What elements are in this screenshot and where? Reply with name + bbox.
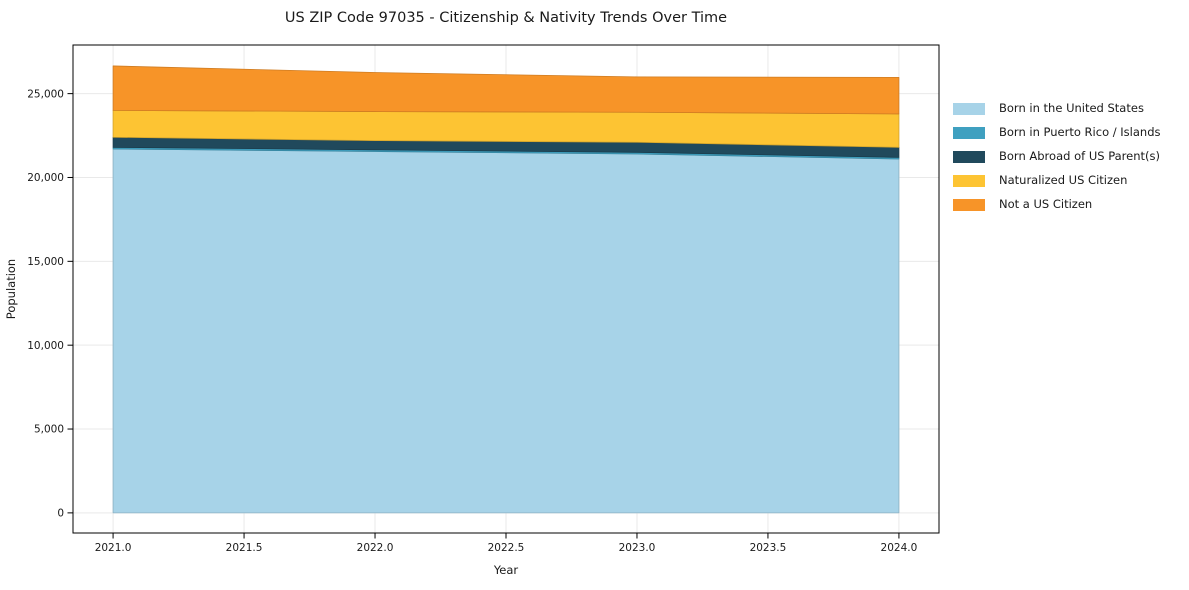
x-tick-label: 2021.5 (226, 542, 263, 554)
x-tick-label: 2023.5 (750, 542, 787, 554)
y-tick-label: 20,000 (27, 172, 64, 184)
legend-swatch (953, 126, 985, 139)
legend: Born in the United States Born in Puerto … (953, 101, 1161, 212)
legend-row: Born in the United States (953, 101, 1161, 116)
area-born-in-the-united-states (112, 148, 900, 514)
tick-layer: 2021.0 2021.5 2022.0 2022.5 2023.0 2023.5 2024… (27, 88, 917, 554)
y-tick-label: 5,000 (34, 424, 64, 436)
x-tick-label: 2021.0 (95, 542, 132, 554)
y-axis-label: Population (4, 259, 18, 319)
y-tick-label: 10,000 (27, 340, 64, 352)
legend-row: Not a US Citizen (953, 197, 1161, 212)
chart-title: US ZIP Code 97035 - Citizenship & Nativi… (285, 10, 727, 26)
legend-row: Born in Puerto Rico / Islands (953, 125, 1161, 140)
legend-swatch (953, 174, 985, 187)
x-tick-label: 2024.0 (881, 542, 918, 554)
legend-label: Born in the United States (999, 101, 1144, 115)
y-tick-label: 0 (57, 508, 64, 520)
legend-swatch (953, 198, 985, 211)
legend-label: Naturalized US Citizen (999, 173, 1128, 187)
legend-label: Not a US Citizen (999, 197, 1093, 211)
x-tick-label: 2023.0 (619, 542, 656, 554)
legend-label: Born Abroad of US Parent(s) (999, 149, 1160, 163)
legend-label: Born in Puerto Rico / Islands (999, 125, 1161, 139)
x-axis-label: Year (493, 563, 519, 577)
legend-swatch (953, 102, 985, 115)
x-tick-label: 2022.5 (488, 542, 525, 554)
y-tick-label: 15,000 (27, 256, 64, 268)
x-tick-label: 2022.0 (357, 542, 394, 554)
legend-row: Born Abroad of US Parent(s) (953, 149, 1161, 164)
legend-row: Naturalized US Citizen (953, 173, 1161, 188)
area-layer (112, 65, 900, 514)
y-tick-label: 25,000 (27, 88, 64, 100)
area-not-a-us-citizen (112, 65, 900, 115)
legend-swatch (953, 150, 985, 163)
